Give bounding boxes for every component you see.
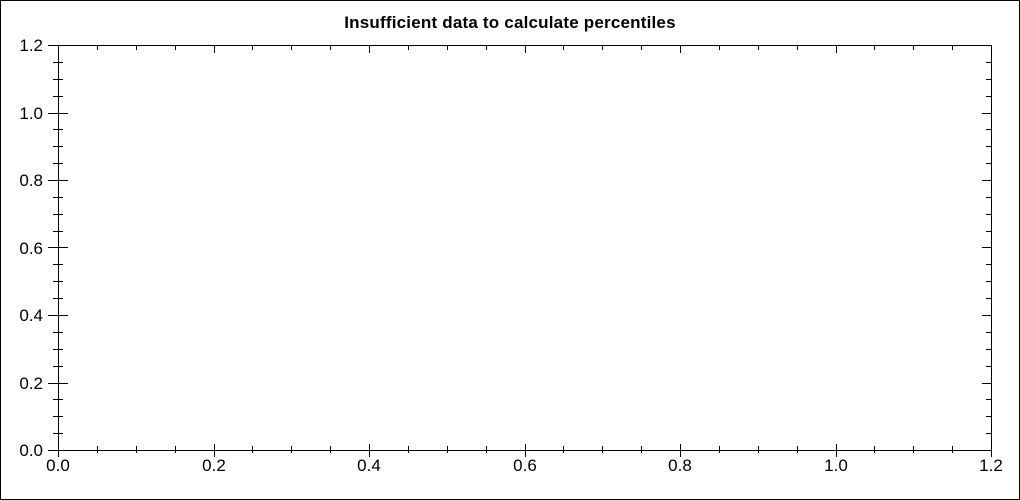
x-tick-label: 0.0 bbox=[46, 456, 70, 475]
plot-area bbox=[58, 45, 992, 451]
x-tick-label: 1.0 bbox=[824, 456, 848, 475]
x-tick-label: 0.6 bbox=[513, 456, 537, 475]
x-tick-label: 1.2 bbox=[979, 456, 1003, 475]
y-tick-label: 0.4 bbox=[19, 306, 43, 325]
y-tick-label: 0.2 bbox=[19, 374, 43, 393]
x-tick-label: 0.4 bbox=[357, 456, 381, 475]
y-tick-label: 1.2 bbox=[19, 36, 43, 55]
y-tick-label: 0.0 bbox=[19, 441, 43, 460]
y-tick-label: 0.6 bbox=[19, 239, 43, 258]
x-tick-label: 0.2 bbox=[202, 456, 226, 475]
y-tick-label: 0.8 bbox=[19, 171, 43, 190]
y-tick-label: 1.0 bbox=[19, 104, 43, 123]
chart-title: Insufficient data to calculate percentil… bbox=[344, 13, 676, 32]
x-tick-label: 0.8 bbox=[668, 456, 692, 475]
